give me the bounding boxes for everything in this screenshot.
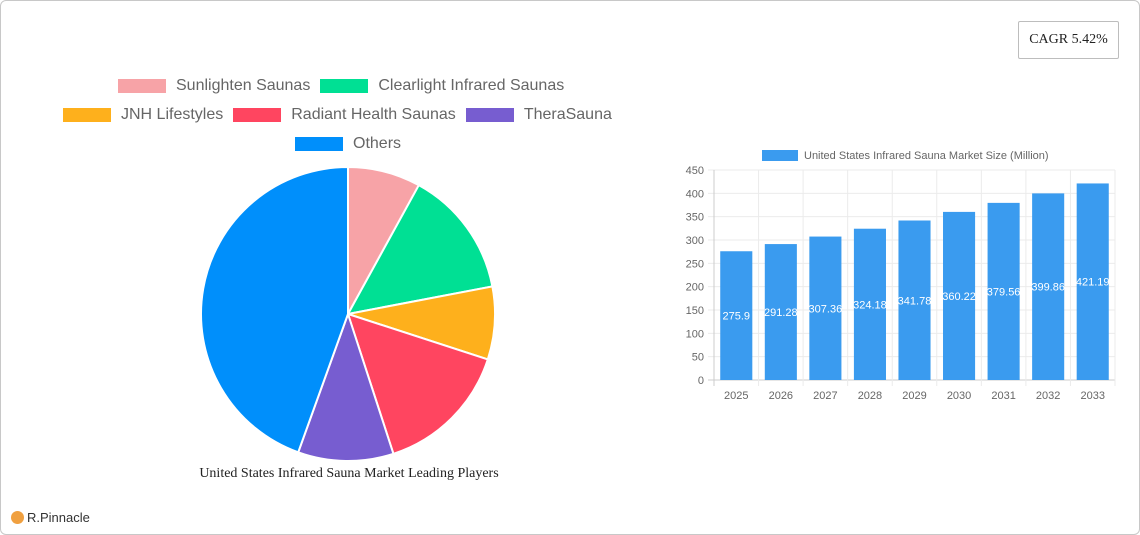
pie-slice-therasauna[interactable] [296,310,395,462]
pie-legend-row-3: Others [295,135,411,153]
legend-label: Radiant Health Saunas [291,106,456,123]
svg-text:360.22: 360.22 [942,291,976,303]
svg-text:0: 0 [698,375,704,387]
legend-swatch [295,137,343,151]
svg-text:2033: 2033 [1080,390,1104,402]
legend-label: JNH Lifestyles [121,106,224,123]
legend-swatch [465,108,514,122]
bar-2029[interactable] [898,220,931,380]
legend-item-clearlight[interactable]: Clearlight Infrared Saunas [320,77,564,95]
brand-logo: R.Pinnacle [11,510,90,525]
cagr-badge: CAGR 5.42% [1018,21,1119,59]
svg-text:421.19: 421.19 [1076,277,1110,289]
pie-slice-clearlight-infrared-saunas[interactable] [346,183,494,316]
svg-text:2029: 2029 [902,390,926,402]
legend-label: Others [353,135,402,152]
legend-label: Clearlight Infrared Saunas [378,77,565,94]
bar-2030[interactable] [943,211,976,380]
logo-icon [11,511,24,524]
pie-chart-title: United States Infrared Sauna Market Lead… [199,466,499,481]
pie-legend-row-1: Sunlighten Saunas Clearlight Infrared Sa… [118,77,574,95]
svg-text:50: 50 [692,352,704,364]
legend-swatch [63,108,111,122]
svg-text:2028: 2028 [858,390,882,402]
bar-2028[interactable] [853,228,886,380]
legend-swatch [320,79,369,93]
svg-text:450: 450 [686,165,704,177]
svg-text:275.9: 275.9 [723,311,751,323]
bar-2033[interactable] [1076,183,1109,380]
bar-2032[interactable] [1032,193,1065,380]
svg-text:350: 350 [686,212,704,224]
bar-legend-label: United States Infrared Sauna Market Size… [804,150,1049,162]
svg-text:2027: 2027 [813,390,837,402]
legend-label: TheraSauna [523,106,612,123]
bar-2027[interactable] [809,236,842,380]
bar-2025[interactable] [720,251,753,380]
pie-slice-others[interactable] [200,165,349,454]
legend-item-radiant[interactable]: Radiant Health Saunas [233,106,456,124]
bar-chart: United States Infrared Sauna Market Size… [686,150,1116,402]
svg-text:300: 300 [686,235,704,247]
svg-text:2031: 2031 [991,390,1015,402]
svg-text:100: 100 [686,328,704,340]
svg-text:307.36: 307.36 [809,303,843,315]
bar-2031[interactable] [987,202,1020,380]
svg-text:2032: 2032 [1036,390,1060,402]
svg-text:2030: 2030 [947,390,971,402]
svg-text:2025: 2025 [724,390,748,402]
legend-swatch [118,79,166,93]
pie-legend-row-2: JNH Lifestyles Radiant Health Saunas The… [63,106,622,124]
legend-item-therasauna[interactable]: TheraSauna [465,106,612,124]
legend-label: Sunlighten Saunas [176,77,311,94]
svg-text:150: 150 [686,305,704,317]
logo-text: R.Pinnacle [27,510,90,525]
legend-swatch [233,108,282,122]
svg-text:399.86: 399.86 [1031,282,1065,294]
svg-text:379.56: 379.56 [987,286,1021,298]
svg-text:2026: 2026 [769,390,793,402]
svg-text:250: 250 [686,258,704,270]
svg-text:291.28: 291.28 [764,307,798,319]
pie-chart [200,165,496,462]
bar-2026[interactable] [764,244,797,380]
svg-text:200: 200 [686,282,704,294]
legend-item-others[interactable]: Others [295,135,401,153]
svg-text:341.78: 341.78 [898,295,932,307]
svg-text:324.18: 324.18 [853,299,887,311]
svg-text:400: 400 [686,188,704,200]
legend-item-jnh[interactable]: JNH Lifestyles [63,106,223,124]
legend-item-sunlighten[interactable]: Sunlighten Saunas [118,77,310,95]
